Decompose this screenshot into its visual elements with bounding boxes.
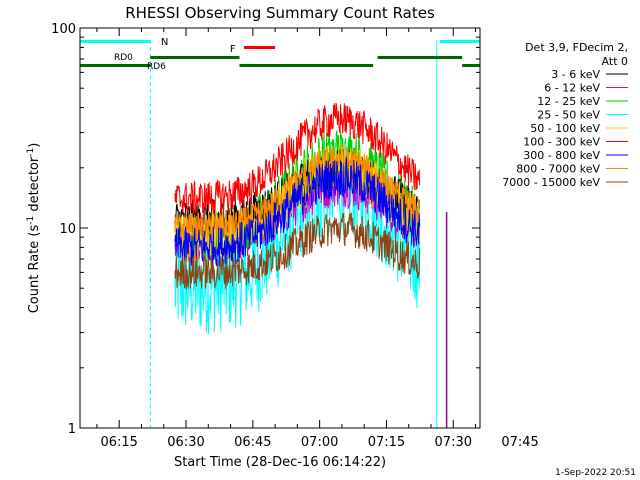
legend-label: 100 - 300 keV — [523, 136, 600, 149]
legend-label: 300 - 800 keV — [523, 149, 600, 162]
x-tick-label: 06:45 — [234, 435, 271, 450]
decimation-bar-upper — [150, 56, 240, 59]
x-tick-label: 07:00 — [301, 435, 338, 450]
night-label: N — [161, 37, 168, 48]
y-tick-label: 10 — [59, 222, 76, 237]
series-line-5 — [174, 102, 421, 216]
data-layer — [174, 102, 448, 428]
x-tick-label: 07:30 — [435, 435, 472, 450]
night-bar — [80, 40, 151, 43]
y-tick-label: 100 — [51, 22, 76, 37]
x-tick-label: 06:30 — [167, 435, 204, 450]
decimation-label-rd0: RD0 — [114, 53, 133, 63]
y-axis-label: Count Rate (s-1 detector-1) — [26, 143, 42, 314]
decimation-bar-lower — [80, 64, 151, 67]
legend-label: 50 - 100 keV — [530, 122, 600, 135]
legend-label: 25 - 50 keV — [537, 109, 600, 122]
legend-header-line: Det 3,9, FDecim 2, — [525, 41, 628, 54]
night-bar — [439, 40, 480, 43]
x-tick-label: 06:15 — [100, 435, 137, 450]
decimation-bar-upper — [377, 56, 463, 59]
decimation-bar-lower — [462, 64, 480, 67]
decimation-label-rd6: RD6 — [147, 62, 166, 72]
series-line-8 — [174, 211, 421, 290]
series-line-6 — [174, 157, 421, 267]
x-axis: 06:15 06:30 06:45 07:00 07:15 07:30 07:45 — [96, 28, 539, 450]
legend-label: 800 - 7000 keV — [516, 163, 600, 176]
flare-bar — [243, 46, 276, 49]
y-tick-label: 1 — [68, 422, 76, 437]
series-line-7 — [174, 145, 421, 243]
legend-header-line: Att 0 — [602, 55, 628, 68]
annotation-layer: N F RD0 RD6 — [79, 37, 480, 428]
legend-label: 12 - 25 keV — [537, 95, 600, 108]
footer-date: 1-Sep-2022 20:51 — [555, 468, 636, 478]
flare-label: F — [230, 44, 236, 55]
chart-title: RHESSI Observing Summary Count Rates — [125, 4, 435, 22]
x-tick-label: 07:45 — [501, 435, 538, 450]
legend-label: 6 - 12 keV — [544, 82, 600, 95]
legend-label: 7000 - 15000 keV — [502, 176, 600, 189]
legend-label: 3 - 6 keV — [551, 68, 600, 81]
y-axis: 1 10 100 — [51, 22, 480, 437]
x-tick-label: 07:15 — [368, 435, 405, 450]
x-axis-label: Start Time (28-Dec-16 06:14:22) — [174, 455, 386, 470]
decimation-bar-lower — [239, 64, 374, 67]
